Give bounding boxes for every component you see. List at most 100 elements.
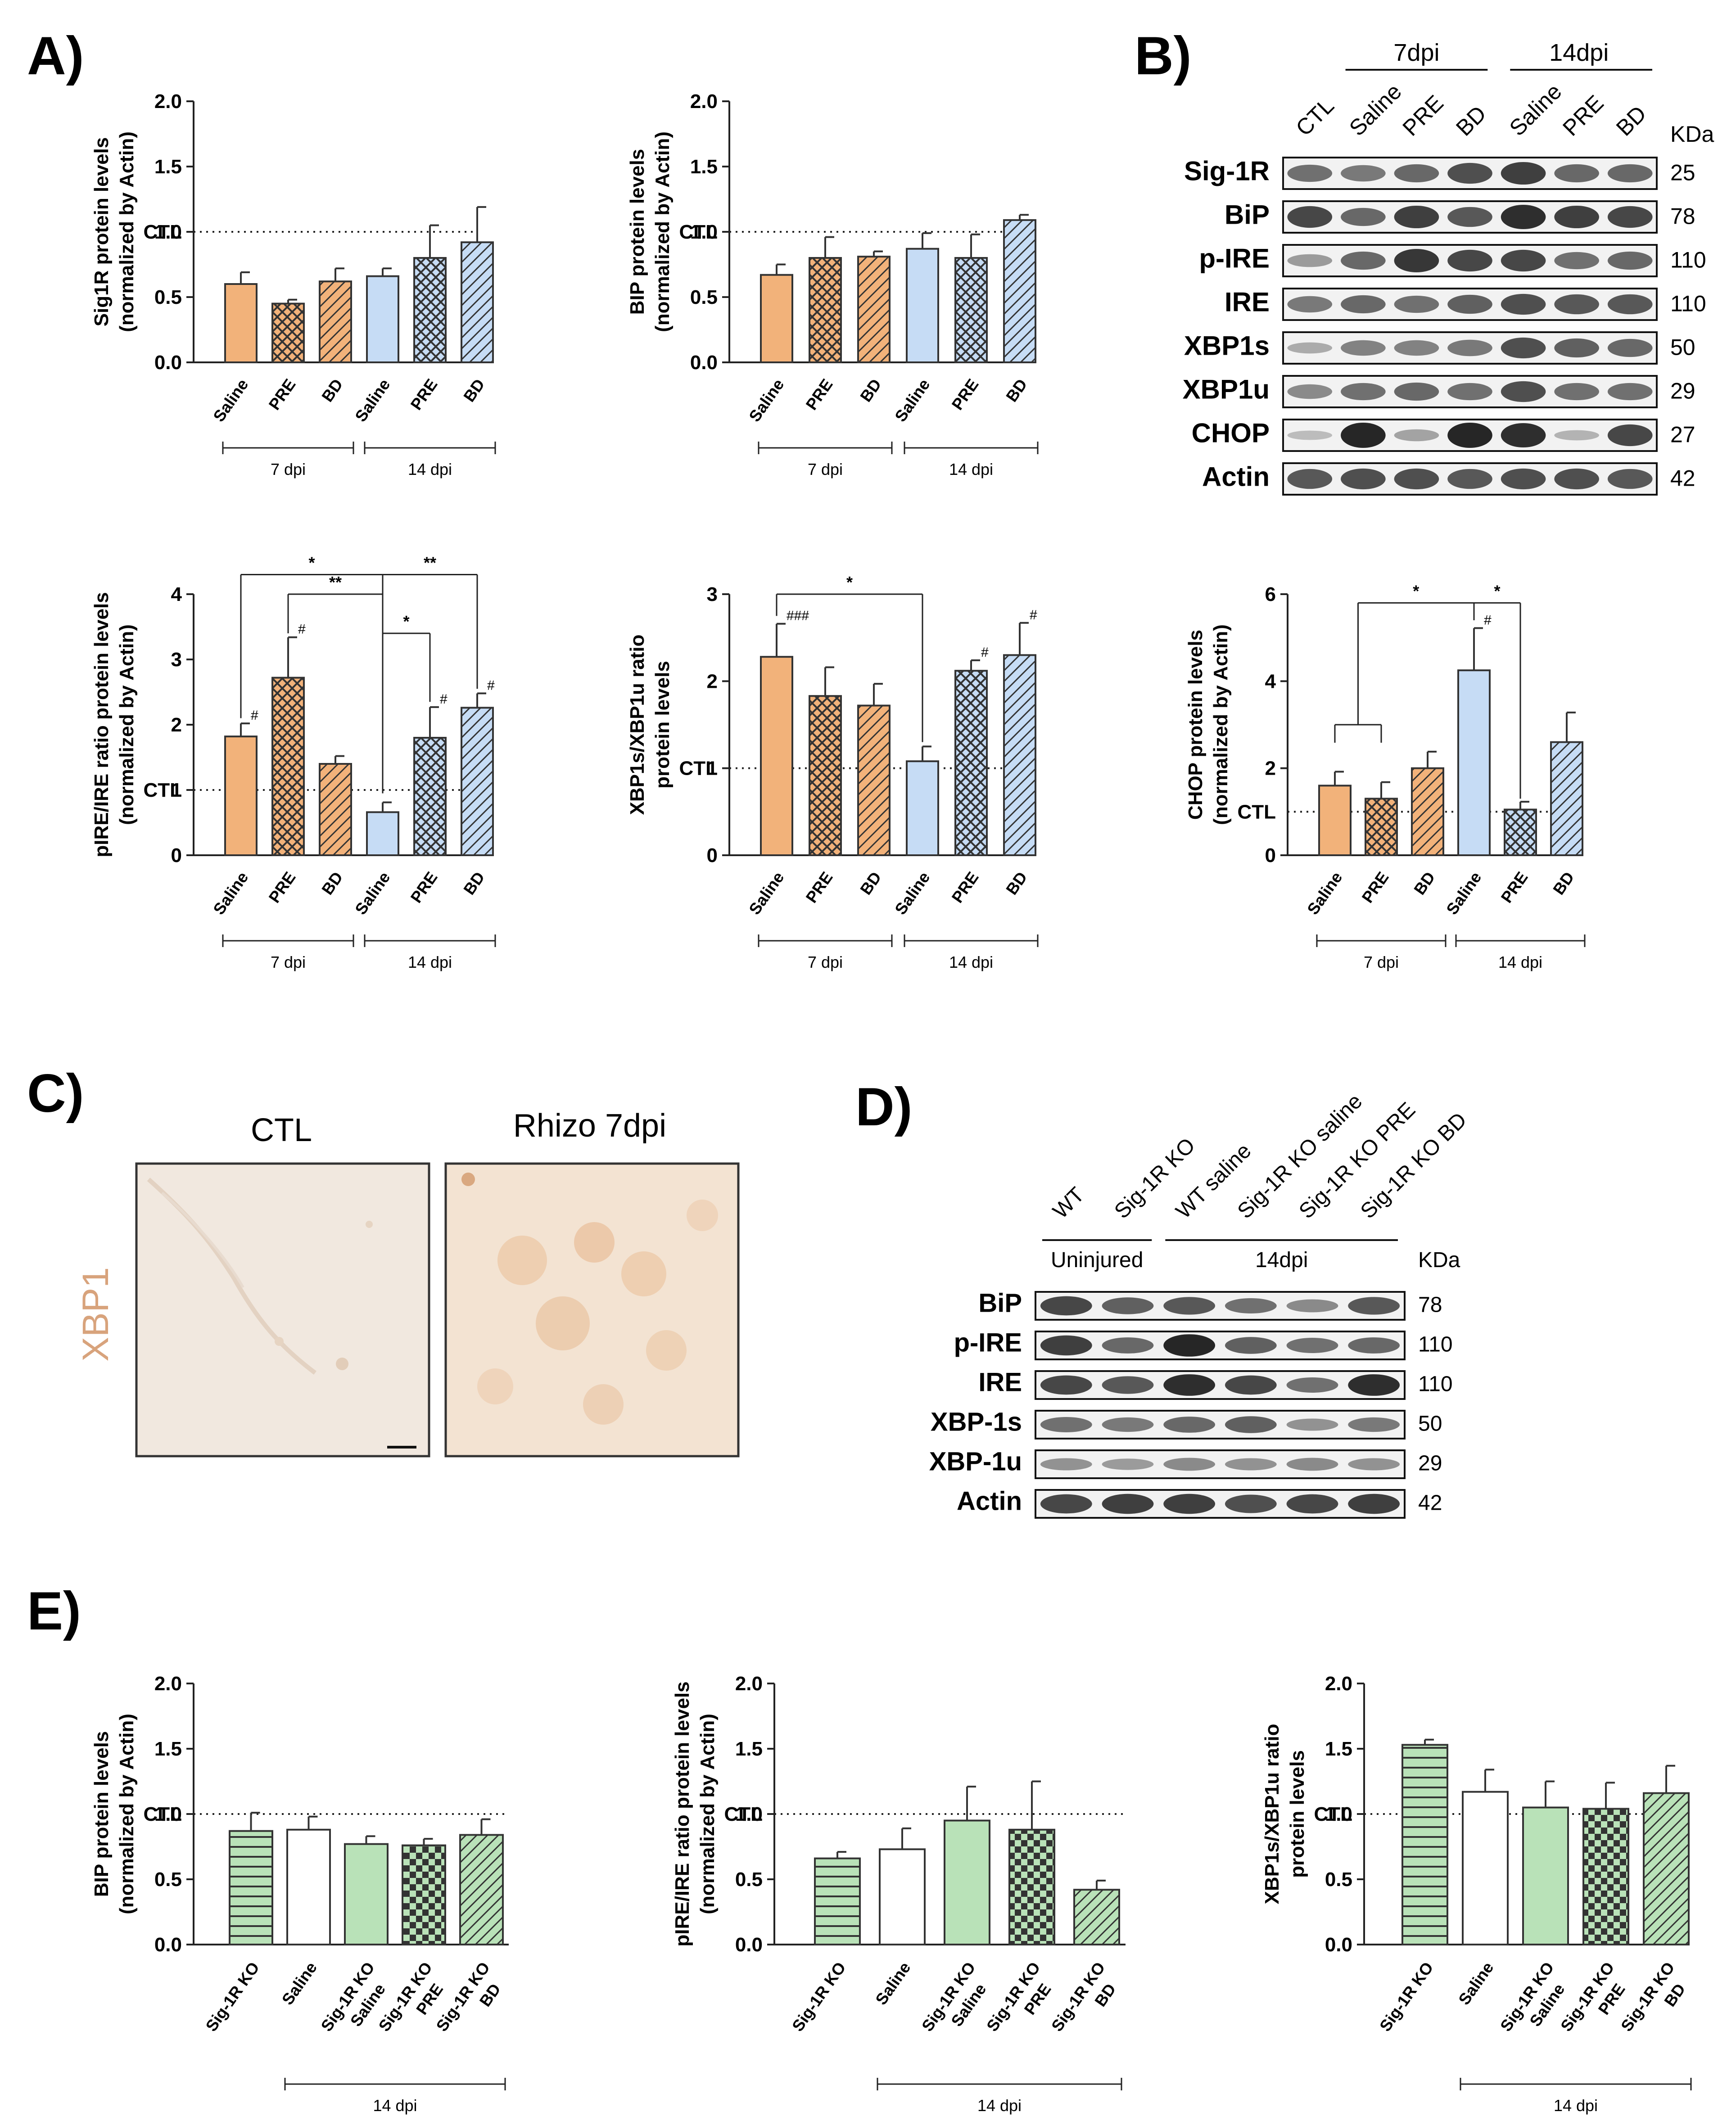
blot-band [1394,164,1439,183]
significance-label: ** [329,573,342,591]
y-tick-label: 0.0 [735,1934,763,1956]
x-tick-label: BD [318,375,346,405]
micrograph-rhizo-7dpi [444,1162,740,1458]
blot-band [1348,1494,1400,1514]
x-tick-label: Sig-1R KO [1376,1959,1437,2035]
blot-band [1286,1377,1338,1393]
blot-band [1607,338,1653,357]
blot-band [1341,468,1386,490]
blot-band [1447,383,1492,401]
y-axis-label: pIRE/IRE ratio protein levels [90,592,113,857]
blot-lane-label: CTL [1291,93,1338,140]
bar [1643,1792,1690,1946]
blot-band [1447,249,1492,272]
blot-kda-header: KDa [1418,1248,1460,1272]
blot-row-p-ire: p-IRE 110 [1199,243,1706,277]
blot-band [1163,1458,1216,1471]
blot-row-xbp-1u: XBP-1u 29 [929,1447,1442,1479]
blot-band [1394,295,1439,313]
blot-band [1225,1458,1277,1471]
bar [857,704,891,856]
western-blot-d: BiP 78 p-IRE 110 IRE 110 XBP-1s 50 XBP-1u 29 Actin… [929,1089,1471,1519]
blot-band [1287,296,1333,313]
blot-band [1348,1297,1400,1315]
blot-band [1225,1416,1277,1433]
blot-lane-label: BD [1451,101,1491,141]
group-label: 14 dpi [1554,2096,1598,2115]
blot-row-xbp1u: XBP1u 29 [1183,374,1695,408]
blot-band [1341,423,1386,448]
significance-mark: # [251,708,258,723]
significance-label: ** [424,554,436,572]
x-tick-label: PRE [1497,868,1532,906]
blot-row-label: p-IRE [1199,243,1270,273]
y-tick-label: 3 [171,649,182,671]
y-tick-label: 1.0 [735,1803,763,1825]
x-tick-label: PRE [265,868,299,906]
bar [809,257,842,363]
group-label-14dpi: 14dpi [1255,1248,1308,1272]
blot-kda: 110 [1670,247,1706,272]
x-tick-label: Saline [891,375,933,425]
x-tick-label: Saline [209,375,252,425]
blot-band [1286,1338,1338,1353]
blot-row-label: Sig-1R [1184,156,1270,186]
y-tick-label: 0.5 [690,286,718,308]
blot-band [1394,248,1439,273]
blot-band [1341,165,1386,182]
blot-kda: 110 [1670,291,1706,316]
group-label: 14 dpi [949,460,993,478]
blot-band [1163,1417,1216,1433]
blot-row-xbp-1s: XBP-1s 50 [931,1408,1442,1440]
ctl-label: CTL [679,758,718,780]
y-axis-label: Sig1R protein levels [90,137,113,327]
blot-band [1447,423,1492,448]
blot-band [1554,164,1599,183]
blot-lane-label: Saline [1505,79,1567,141]
blot-band [1040,1494,1092,1514]
blot-kda: 42 [1670,465,1695,491]
ctl-label: CTL [724,1803,763,1825]
blot-band [1341,383,1386,401]
ctl-label: CTL [1237,801,1276,823]
blot-band [1040,1296,1092,1316]
x-tick-label: PRE [407,375,441,413]
group-label: 7 dpi [1364,953,1399,971]
x-tick-label: Saline [351,375,393,425]
blot-band [1163,1374,1216,1396]
y-axis-label: (normalized by Actin) [651,131,674,332]
blot-band [1394,205,1439,229]
blot-band [1102,1494,1154,1514]
bar [954,257,988,363]
y-tick-label: 2.0 [735,1673,763,1695]
y-tick-label: 0.5 [1325,1868,1352,1891]
x-tick-label: Saline [1442,868,1485,918]
blot-row-ire: IRE 110 [1225,287,1706,321]
blot-row-label: XBP-1u [929,1447,1022,1476]
blot-row-label: BiP [978,1289,1022,1318]
blot-band [1394,429,1439,442]
x-tick-label: BD [460,868,488,898]
bar [857,256,891,363]
x-tick-label: BD [460,375,488,405]
y-tick-label: 6 [1265,583,1276,605]
blot-band [1102,1337,1154,1354]
chart-b2: 0 2 4 6 CTL CHOP protein levels (normalized by… [1184,582,1586,971]
x-tick-label: BD [1549,868,1578,898]
bar [271,677,305,856]
significance-label: * [403,612,409,631]
blot-band [1225,1298,1277,1313]
y-tick-label: 1.0 [154,221,182,243]
y-tick-label: 2 [1265,758,1276,780]
y-tick-label: 2.0 [1325,1673,1352,1695]
ctl-label: CTL [143,221,182,243]
blot-lane-label: Sig-1R KO PRE [1294,1098,1420,1223]
x-tick-label: PRE [802,868,836,906]
y-axis-label: (normalized by Actin) [696,1714,719,1914]
group-label: 7 dpi [271,460,306,478]
y-tick-label: 1.0 [154,1803,182,1825]
bar [1550,741,1583,856]
blot-kda: 78 [1670,203,1695,229]
bar [1411,767,1444,856]
